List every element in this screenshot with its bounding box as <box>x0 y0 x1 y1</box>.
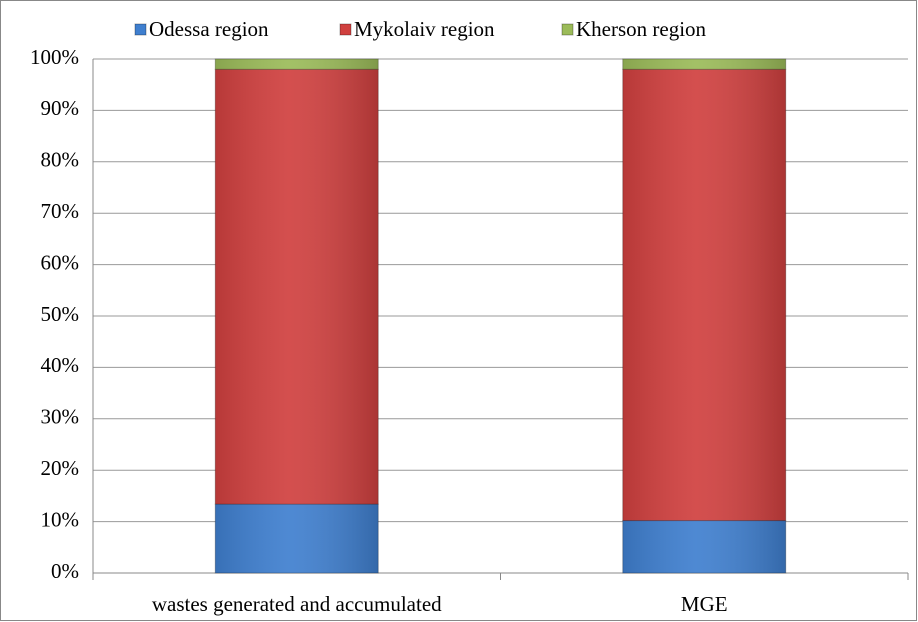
bar-shade <box>622 520 786 573</box>
legend-label: Mykolaiv region <box>354 17 495 41</box>
y-tick-label: 20% <box>41 456 80 480</box>
legend-label: Kherson region <box>576 17 707 41</box>
legend-swatch <box>561 23 574 36</box>
y-tick-label: 10% <box>41 507 80 531</box>
y-tick-label: 90% <box>41 96 80 120</box>
y-tick-label: 30% <box>41 405 80 429</box>
bar-shade <box>215 59 379 70</box>
bar-shade <box>215 69 379 505</box>
x-tick-label: wastes generated and accumulated <box>152 592 442 616</box>
y-tick-label: 100% <box>30 45 79 69</box>
y-tick-label: 40% <box>41 353 80 377</box>
y-tick-label: 60% <box>41 250 80 274</box>
y-tick-label: 50% <box>41 302 80 326</box>
legend-swatch <box>339 23 352 36</box>
x-tick-label: MGE <box>681 592 728 616</box>
legend-swatch <box>134 23 147 36</box>
bar-shade <box>215 504 379 573</box>
bar-shade <box>622 59 786 70</box>
bar-shade <box>622 69 786 521</box>
legend-label: Odessa region <box>149 17 269 41</box>
y-tick-label: 80% <box>41 148 80 172</box>
y-tick-label: 0% <box>51 559 79 583</box>
y-tick-label: 70% <box>41 199 80 223</box>
